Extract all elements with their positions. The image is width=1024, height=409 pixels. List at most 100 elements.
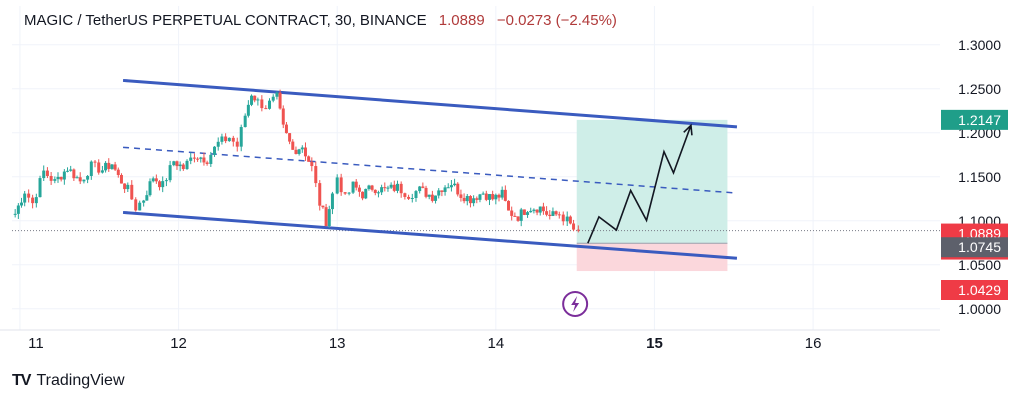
candle-body [78, 177, 82, 182]
candle [66, 167, 70, 173]
candle-body [281, 108, 285, 125]
candle [430, 190, 434, 203]
candle-body [59, 176, 63, 180]
candle [181, 163, 185, 171]
candle [185, 159, 189, 170]
candle-body [268, 100, 272, 109]
candle-body [100, 170, 104, 173]
candle [275, 91, 279, 100]
candle-body [545, 211, 549, 215]
candle-body [243, 115, 247, 128]
candle-body [484, 193, 488, 200]
candle-body [164, 180, 168, 182]
candle [347, 192, 351, 196]
candle [443, 185, 447, 196]
candle-body [330, 193, 334, 210]
candle [216, 137, 220, 151]
candle [427, 194, 431, 200]
candle [507, 200, 511, 211]
candle [196, 157, 200, 162]
candle-body [278, 92, 282, 109]
candle-body [75, 177, 79, 179]
candle [472, 195, 476, 207]
candle-body [389, 184, 393, 188]
candle [462, 193, 466, 204]
candle [519, 207, 523, 227]
candle-body [231, 137, 235, 142]
candle-body [487, 194, 491, 200]
candle [383, 182, 387, 192]
candle-body [297, 149, 301, 154]
candle-body [104, 162, 108, 171]
candle-body [494, 194, 498, 200]
symbol-title[interactable]: MAGIC / TetherUS PERPETUAL CONTRACT, 30,… [24, 12, 427, 29]
candle-body [250, 95, 254, 105]
candle [202, 152, 206, 166]
price-badge-stop [941, 280, 1008, 300]
candle [27, 189, 31, 203]
candle [126, 182, 130, 193]
candle [34, 193, 38, 208]
candle-body [264, 108, 268, 110]
channel-upper-line [122, 78, 738, 129]
candle [13, 209, 17, 218]
candle [110, 164, 114, 170]
candle [239, 124, 243, 152]
candle-body [216, 141, 220, 147]
candle-body [49, 175, 53, 181]
channel-middle-line [122, 146, 738, 194]
candle [456, 182, 460, 197]
candle [399, 181, 403, 198]
candle [38, 175, 42, 198]
candle-body [339, 177, 343, 193]
candle-body [361, 191, 365, 199]
candle-body [107, 162, 111, 169]
candle-body [364, 188, 368, 199]
price-badge-label-stop: 1.0429 [958, 282, 1001, 298]
candle [300, 145, 304, 153]
candle-body [235, 141, 239, 147]
candle [130, 180, 134, 200]
candle-body [42, 170, 46, 179]
candle [154, 174, 158, 184]
y-tick-label: 1.2500 [958, 81, 1001, 97]
x-tick-label: 13 [329, 335, 346, 352]
candle [72, 168, 76, 181]
candle [134, 197, 138, 212]
candle-body [181, 164, 185, 170]
x-tick-label: 11 [28, 335, 44, 352]
candle-body [500, 189, 504, 198]
candle-body [321, 205, 325, 208]
candle [213, 146, 217, 157]
candle-body [151, 178, 155, 182]
candle [440, 190, 444, 197]
candle-body [256, 99, 260, 101]
candle [516, 216, 520, 222]
candle-body [66, 170, 70, 172]
candle [175, 160, 179, 170]
candle-body [386, 187, 390, 189]
y-tick-label: 1.1500 [958, 169, 1001, 185]
candle-body [154, 178, 158, 182]
candle [459, 189, 463, 202]
candle-body [239, 127, 243, 147]
candle [23, 190, 27, 207]
candle [407, 194, 411, 201]
candle [557, 211, 561, 219]
candle-body [427, 194, 431, 197]
candle-body [31, 197, 35, 204]
candle [321, 205, 325, 209]
candle-body [407, 196, 411, 199]
alert-lightning-icon[interactable] [562, 290, 589, 317]
candle [538, 206, 542, 216]
candle [168, 160, 172, 183]
candle-body [271, 96, 275, 101]
candle [357, 184, 361, 197]
candle [42, 165, 46, 182]
candle-body [354, 181, 358, 188]
tradingview-brand[interactable]: TV TradingView [12, 372, 125, 390]
candle [468, 195, 472, 208]
candle-body [383, 187, 387, 189]
